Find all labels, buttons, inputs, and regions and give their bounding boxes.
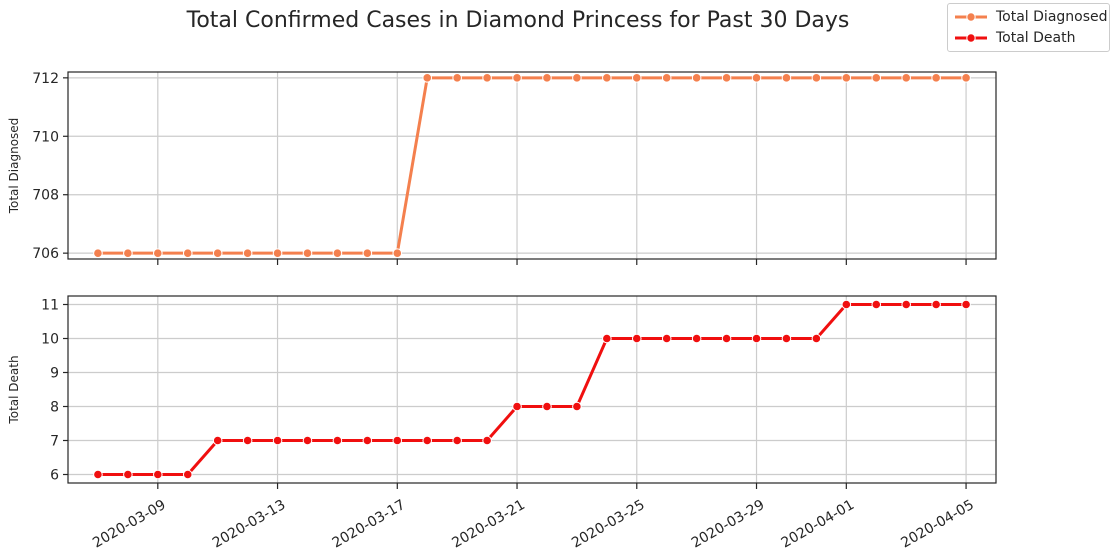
data-point-total-death-2020-04-05 (961, 299, 971, 310)
subplot-total-diagnosed: 706 708 710 712 Total Diagnosed (7, 71, 997, 265)
data-point-total-death-2020-03-17 (392, 435, 403, 446)
data-point-total-diagnosed-2020-03-23 (572, 73, 582, 83)
data-point-total-death-2020-03-12 (242, 435, 253, 446)
legend-swatch-total-death (955, 33, 987, 43)
data-point-total-diagnosed-2020-03-27 (691, 73, 702, 83)
series-line-total-diagnosed (96, 76, 968, 255)
subplot-total-death: 6 7 8 9 10 11 2020-03-09 2020-03-13 2020-03-17 20… (7, 295, 997, 552)
data-point-total-diagnosed-2020-03-12 (242, 248, 253, 258)
legend-label-total-death: Total Death (996, 30, 1076, 46)
legend: Total Diagnosed Total Death (947, 3, 1110, 52)
data-point-total-death-2020-04-04 (931, 299, 941, 310)
data-point-total-death-2020-03-28 (721, 333, 732, 344)
y-tick-label-712: 712 (32, 71, 59, 87)
x-tick-label-2020-03-21: 2020-03-21 (449, 497, 527, 552)
legend-swatch-total-diagnosed (955, 12, 987, 22)
data-point-total-death-2020-03-15 (332, 435, 343, 446)
data-point-total-death-2020-03-24 (602, 333, 612, 344)
data-point-total-diagnosed-2020-03-10 (182, 248, 193, 258)
data-point-total-diagnosed-2020-04-01 (841, 73, 852, 83)
x-tick-label-2020-03-17: 2020-03-17 (330, 497, 408, 552)
axes-frame-total-death (67, 295, 997, 484)
data-point-total-diagnosed-2020-03-31 (811, 73, 822, 83)
data-point-total-diagnosed-2020-03-21 (512, 73, 522, 83)
data-point-total-death-2020-03-27 (691, 333, 702, 344)
data-point-total-diagnosed-2020-03-25 (631, 73, 642, 83)
data-point-total-diagnosed-2020-03-30 (781, 73, 792, 83)
x-tick-label-2020-03-29: 2020-03-29 (689, 497, 767, 552)
data-point-total-diagnosed-2020-03-09 (153, 248, 163, 258)
data-point-total-diagnosed-2020-03-19 (452, 73, 462, 83)
data-point-total-diagnosed-2020-03-13 (272, 248, 283, 258)
y-tick-label-708: 708 (32, 188, 59, 204)
legend-item-total-diagnosed: Total Diagnosed (954, 7, 1108, 27)
data-point-total-diagnosed-2020-03-08 (123, 248, 133, 258)
y-tick-label-10: 10 (41, 332, 59, 348)
data-point-total-death-2020-04-03 (901, 299, 911, 310)
data-point-total-death-2020-03-14 (302, 435, 313, 446)
data-point-total-death-2020-03-30 (781, 333, 792, 344)
x-tick-label-2020-03-25: 2020-03-25 (569, 497, 647, 552)
y-tick-label-6: 6 (50, 468, 59, 484)
data-point-total-diagnosed-2020-03-29 (751, 73, 762, 83)
data-point-total-diagnosed-2020-03-24 (602, 73, 612, 83)
data-point-total-death-2020-03-18 (422, 435, 433, 446)
data-point-total-diagnosed-2020-03-18 (422, 73, 433, 83)
data-point-total-death-2020-03-16 (362, 435, 373, 446)
y-tick-label-8: 8 (50, 400, 59, 416)
data-point-total-diagnosed-2020-03-20 (482, 73, 492, 83)
y-tick-label-706: 706 (32, 246, 59, 262)
data-point-total-death-2020-03-13 (272, 435, 283, 446)
data-point-total-death-2020-03-31 (811, 333, 822, 344)
data-point-total-death-2020-03-10 (182, 469, 193, 480)
data-point-total-diagnosed-2020-04-03 (901, 73, 911, 83)
data-point-total-death-2020-03-26 (661, 333, 672, 344)
data-point-total-death-2020-03-29 (751, 333, 762, 344)
data-point-total-death-2020-04-02 (871, 299, 882, 310)
data-point-total-death-2020-03-19 (452, 435, 462, 446)
series-line-total-death (96, 303, 968, 476)
y-tick-label-9: 9 (50, 366, 59, 382)
data-point-total-diagnosed-2020-03-07 (93, 248, 103, 258)
legend-item-total-death: Total Death (954, 28, 1075, 48)
data-point-total-diagnosed-2020-03-11 (212, 248, 223, 258)
data-point-total-diagnosed-2020-04-04 (931, 73, 941, 83)
data-point-total-death-2020-04-01 (841, 299, 852, 310)
data-point-total-death-2020-03-22 (542, 401, 552, 412)
data-point-total-diagnosed-2020-04-02 (871, 73, 882, 83)
data-point-total-diagnosed-2020-03-26 (661, 73, 672, 83)
data-point-total-death-2020-03-23 (572, 401, 582, 412)
y-tick-label-11: 11 (41, 298, 59, 314)
axes-frame-total-diagnosed (67, 71, 997, 260)
x-tick-label-2020-03-09: 2020-03-09 (90, 497, 168, 552)
data-point-total-death-2020-03-25 (631, 333, 642, 344)
data-point-total-death-2020-03-11 (212, 435, 223, 446)
data-point-total-diagnosed-2020-03-15 (332, 248, 343, 258)
data-point-total-diagnosed-2020-03-28 (721, 73, 732, 83)
y-tick-label-7: 7 (50, 434, 59, 450)
data-point-total-diagnosed-2020-03-16 (362, 248, 373, 258)
x-tick-label-2020-03-13: 2020-03-13 (210, 497, 288, 552)
data-point-total-diagnosed-2020-03-17 (392, 248, 403, 258)
legend-label-total-diagnosed: Total Diagnosed (996, 9, 1108, 25)
data-point-total-death-2020-03-08 (123, 469, 133, 480)
data-point-total-death-2020-03-20 (482, 435, 492, 446)
x-tick-label-2020-04-05: 2020-04-05 (898, 497, 976, 552)
x-tick-label-2020-04-01: 2020-04-01 (779, 497, 857, 552)
data-point-total-diagnosed-2020-03-22 (542, 73, 552, 83)
data-point-total-death-2020-03-07 (93, 469, 103, 480)
data-point-total-diagnosed-2020-04-05 (961, 73, 971, 83)
data-point-total-death-2020-03-21 (512, 401, 522, 412)
page-title: Total Confirmed Cases in Diamond Princes… (186, 8, 850, 33)
data-point-total-diagnosed-2020-03-14 (302, 248, 313, 258)
y-axis-label-total-diagnosed: Total Diagnosed (7, 118, 21, 215)
data-point-total-death-2020-03-09 (153, 469, 163, 480)
y-axis-label-total-death: Total Death (7, 355, 21, 424)
y-tick-label-710: 710 (32, 129, 59, 145)
